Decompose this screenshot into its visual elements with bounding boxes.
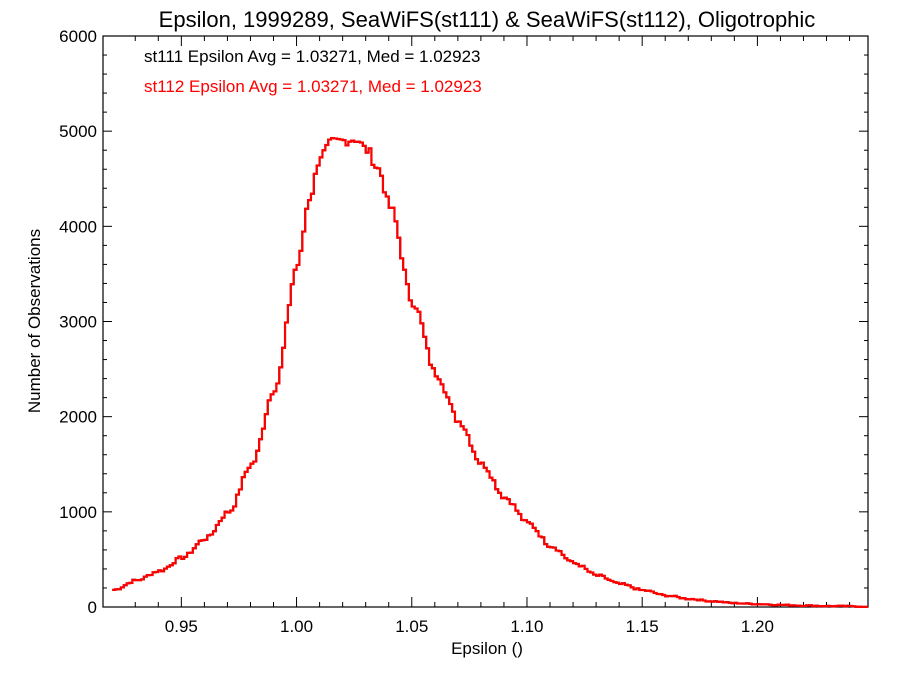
y-tick-label: 0	[88, 598, 97, 617]
x-axis: 0.95 1.00 1.05 1.10 1.15 1.20	[134, 36, 851, 636]
y-axis-label: Number of Observations	[25, 229, 44, 413]
x-tick-label: 1.10	[510, 617, 543, 636]
x-axis-label: Epsilon ()	[451, 639, 523, 658]
chart-title: Epsilon, 1999289, SeaWiFS(st111) & SeaWi…	[159, 7, 816, 32]
legend-entry-st112: st112 Epsilon Avg = 1.03271, Med = 1.029…	[144, 77, 482, 96]
legend-entry-st111: st111 Epsilon Avg = 1.03271, Med = 1.029…	[144, 47, 480, 66]
y-tick-label: 5000	[59, 122, 97, 141]
y-axis: 0 1000 2000 3000 4000 5000 6000	[59, 27, 868, 617]
x-tick-label: 1.00	[280, 617, 313, 636]
series-line-st111	[112, 137, 868, 608]
x-tick-label: 1.15	[626, 617, 659, 636]
x-tick-label: 0.95	[165, 617, 198, 636]
y-tick-label: 3000	[59, 313, 97, 332]
series-layer	[112, 136, 868, 608]
series-line-st112	[112, 136, 868, 608]
y-tick-label: 2000	[59, 408, 97, 427]
x-tick-label: 1.05	[395, 617, 428, 636]
y-tick-label: 1000	[59, 503, 97, 522]
x-tick-label: 1.20	[741, 617, 774, 636]
y-tick-label: 6000	[59, 27, 97, 46]
y-tick-label: 4000	[59, 217, 97, 236]
